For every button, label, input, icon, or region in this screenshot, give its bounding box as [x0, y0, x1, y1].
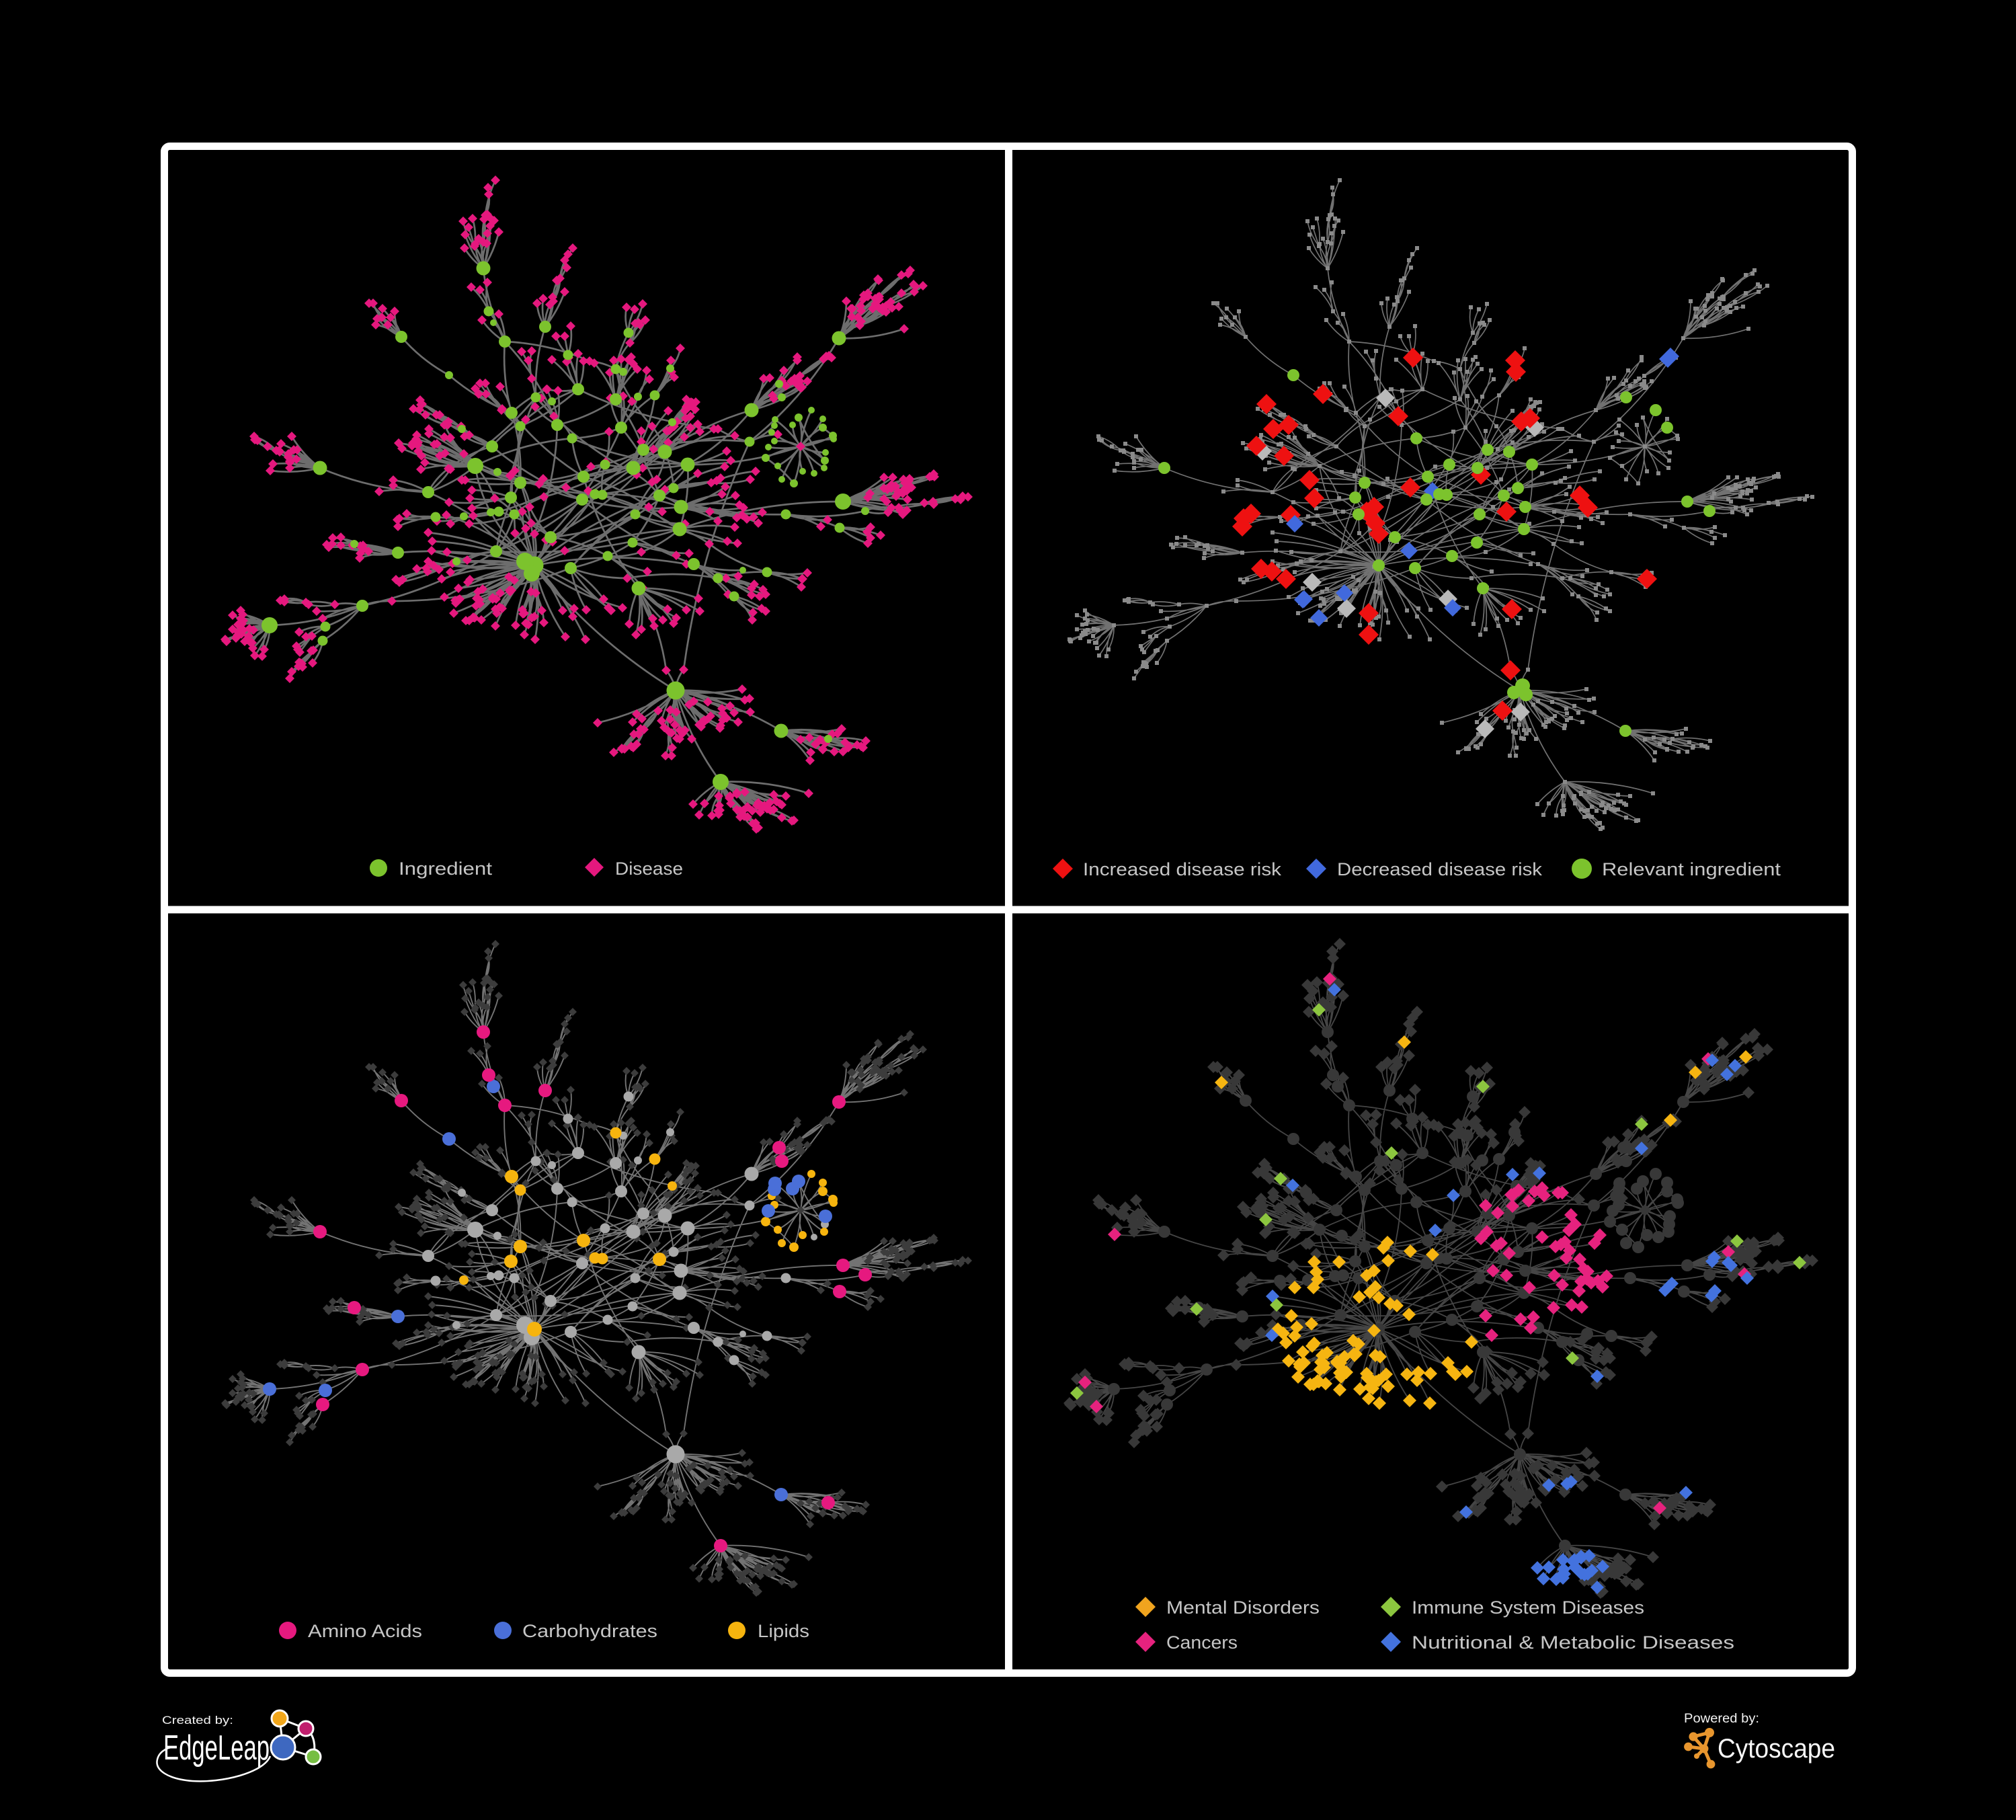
- svg-text:Carbohydrates: Carbohydrates: [522, 1621, 657, 1641]
- svg-text:Increased disease risk: Increased disease risk: [1083, 859, 1282, 879]
- svg-text:Disease: Disease: [615, 859, 683, 879]
- svg-text:Lipids: Lipids: [758, 1621, 809, 1641]
- svg-text:Cancers: Cancers: [1166, 1632, 1238, 1653]
- svg-text:Mental Disorders: Mental Disorders: [1166, 1597, 1320, 1618]
- svg-text:Ingredient: Ingredient: [399, 859, 493, 879]
- svg-text:Immune System Diseases: Immune System Diseases: [1412, 1597, 1644, 1618]
- svg-text:Cytoscape: Cytoscape: [1718, 1734, 1835, 1764]
- svg-text:Relevant ingredient: Relevant ingredient: [1602, 859, 1781, 879]
- svg-text:Amino Acids: Amino Acids: [308, 1621, 422, 1641]
- svg-text:Nutritional & Metabolic Diseas: Nutritional & Metabolic Diseases: [1412, 1632, 1734, 1653]
- svg-text:Created by:: Created by:: [162, 1714, 233, 1727]
- svg-text:Decreased disease risk: Decreased disease risk: [1337, 859, 1543, 879]
- svg-text:EdgeLeap: EdgeLeap: [163, 1729, 270, 1768]
- svg-text:Powered by:: Powered by:: [1684, 1712, 1759, 1726]
